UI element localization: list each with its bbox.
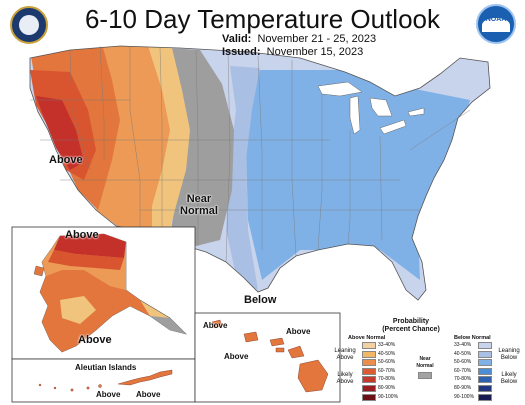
label-aleutian-islands: Aleutian Islands	[75, 363, 137, 372]
legend-above-swatch-0	[362, 342, 376, 349]
legend-above-swatch-3	[362, 367, 376, 375]
probability-legend: Probability (Percent Chance) Above Norma…	[334, 318, 524, 404]
legend-above-range-4: 70-80%	[378, 376, 396, 383]
legend-below-swatch-1	[478, 350, 492, 358]
legend-above-swatch-6	[362, 393, 376, 401]
alaska-panhandle-near	[150, 316, 186, 334]
legend-below-range-2: 50-60%	[454, 359, 472, 366]
label-hawaii-above-1: Above	[203, 321, 228, 330]
region-near-normal	[168, 48, 234, 246]
legend-below-swatch-4	[478, 376, 492, 384]
lake-erie	[379, 119, 407, 135]
legend-below-range-5: 80-90%	[454, 385, 472, 391]
legend-likely-below: Likely Below	[500, 372, 518, 385]
commerce-seal-logo	[10, 6, 48, 44]
legend-below-swatch-6	[478, 393, 492, 401]
conus-outline	[29, 45, 491, 301]
legend-below-swatch-5	[478, 385, 492, 392]
alaska-above-33-40-interior	[60, 296, 96, 324]
lake-ontario	[407, 107, 425, 117]
legend-below-range-0: 33-40%	[454, 342, 472, 348]
legend-above-swatch-2	[362, 359, 376, 367]
label-alaska-above-north: Above	[65, 229, 99, 241]
state-borders	[30, 45, 471, 263]
legend-leaning-above: Leaning Above	[334, 348, 356, 361]
legend-below-swatch-3	[478, 367, 492, 375]
label-hawaii-above-3: Above	[224, 352, 249, 361]
alaska-above-50-60-south	[40, 270, 150, 352]
label-near-normal: Near Normal	[180, 193, 218, 217]
legend-below-swatch-2	[478, 359, 492, 367]
legend-below-range-4: 70-80%	[454, 376, 472, 383]
noaa-logo-text: NOAA	[485, 16, 507, 23]
alaska-above-70-80	[54, 234, 126, 258]
alaska-above-60-70	[48, 250, 124, 270]
aleutian-inset-frame	[11, 358, 196, 403]
page-title: 6-10 Day Temperature Outlook	[84, 4, 441, 34]
lake-huron	[369, 97, 393, 117]
valid-dates: November 21 - 25, 2023	[257, 33, 377, 45]
legend-likely-above: Likely Above	[336, 372, 354, 385]
label-above-west: Above	[49, 154, 83, 166]
noaa-bird-icon	[482, 18, 510, 32]
lake-michigan	[349, 95, 361, 135]
legend-above-range-2: 50-60%	[378, 359, 396, 366]
legend-below-range-1: 40-50%	[454, 350, 472, 357]
legend-above-swatch-4	[362, 376, 376, 384]
aleutian-chain	[38, 369, 173, 392]
legend-below-swatch-0	[478, 342, 492, 349]
lake-superior	[317, 81, 363, 97]
alaska-island	[33, 265, 45, 277]
legend-above-swatch-1	[362, 350, 376, 358]
label-hawaii-above-2: Above	[286, 327, 311, 336]
region-below-40-50	[226, 66, 260, 290]
legend-above-swatch-5	[362, 385, 376, 392]
legend-above-range-1: 40-50%	[378, 350, 396, 357]
legend-near-normal-swatch	[418, 372, 432, 379]
legend-below-header: Below Normal	[454, 335, 491, 341]
region-above-40-50	[96, 46, 170, 232]
hawaii-islands	[211, 319, 329, 393]
region-below-50-60	[246, 70, 470, 280]
legend-below-range-3: 60-70%	[454, 367, 472, 374]
valid-line: Valid: November 21 - 25, 2023	[222, 33, 376, 46]
label-alaska-above-south: Above	[78, 334, 112, 346]
legend-above-range-5: 80-90%	[378, 385, 396, 391]
issued-date: November 15, 2023	[266, 46, 364, 58]
label-below-south: Below	[244, 294, 277, 306]
legend-above-range-0: 33-40%	[378, 342, 396, 348]
legend-leaning-below: Leaning Below	[498, 348, 520, 361]
region-above-70-80	[36, 96, 84, 170]
legend-above-range-3: 60-70%	[378, 367, 396, 374]
legend-near-normal-label: Near Normal	[416, 356, 434, 369]
issued-label: Issued:	[222, 46, 261, 58]
label-aleutian-above-1: Above	[96, 390, 121, 399]
legend-above-range-6: 90-100%	[378, 393, 399, 400]
commerce-seal-inner	[19, 15, 39, 35]
legend-title: Probability (Percent Chance)	[382, 318, 440, 333]
noaa-logo: NOAA	[476, 4, 516, 44]
date-block: Valid: November 21 - 25, 2023 Issued: No…	[222, 33, 376, 59]
issued-line: Issued: November 15, 2023	[222, 46, 376, 59]
label-aleutian-above-2: Above	[136, 390, 161, 399]
valid-label: Valid:	[222, 33, 252, 45]
legend-above-header: Above Normal	[348, 335, 386, 341]
legend-below-range-6: 90-100%	[454, 393, 475, 400]
